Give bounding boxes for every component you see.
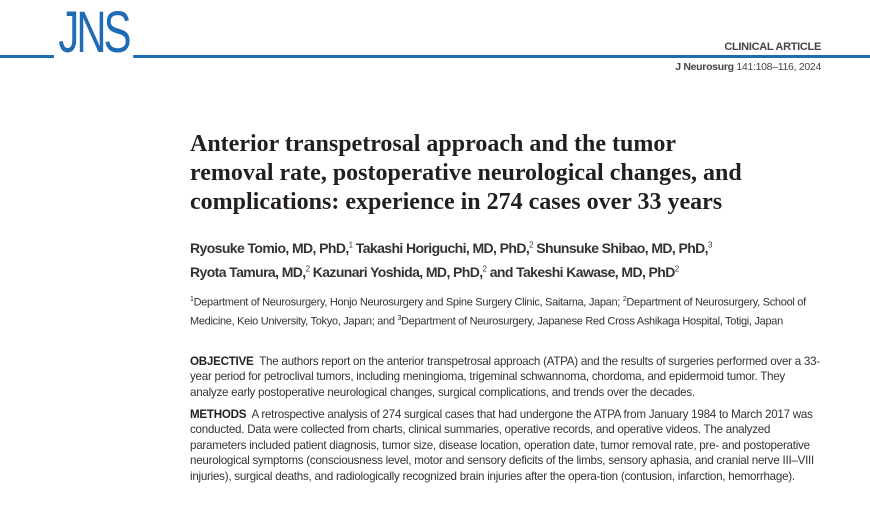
volume-pages-year: 141:108–116, 2024 (736, 61, 821, 73)
author: Kazunari Yoshida, MD, PhD,2 (312, 264, 487, 281)
header-rule (0, 55, 870, 58)
author: Shunsuke Shibao, MD, PhD,3 (536, 239, 712, 256)
title-line: complications: experience in 274 cases o… (190, 189, 723, 215)
article-title: Anterior transpetrosal approach and the … (190, 130, 830, 217)
affiliations: 1Department of Neurosurgery, Honjo Neuro… (190, 296, 806, 328)
author: Ryosuke Tomio, MD, PhD,1 (190, 239, 353, 256)
author: Takashi Horiguchi, MD, PhD,2 (355, 239, 534, 256)
abstract-objective: OBJECTIVE The authors report on the ante… (190, 355, 820, 399)
title-line: removal rate, postoperative neurological… (190, 160, 742, 186)
abstract-methods: METHODS A retrospective analysis of 274 … (190, 408, 815, 483)
citation: J Neurosurg 141:108–116, 2024 (675, 61, 821, 73)
journal-name: J Neurosurg (675, 61, 734, 73)
article-type: CLINICAL ARTICLE (724, 41, 821, 53)
journal-logo: JNS (54, 0, 133, 68)
author: Ryota Tamura, MD,2 (190, 264, 310, 281)
author: and Takeshi Kawase, MD, PhD2 (489, 264, 679, 281)
author-list: Ryosuke Tomio, MD, PhD,1 Takashi Horiguc… (190, 234, 830, 283)
title-line: Anterior transpetrosal approach and the … (190, 131, 676, 157)
